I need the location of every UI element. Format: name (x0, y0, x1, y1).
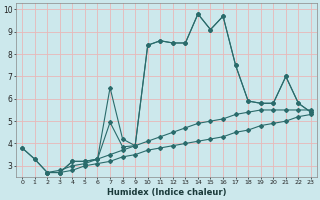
X-axis label: Humidex (Indice chaleur): Humidex (Indice chaleur) (107, 188, 226, 197)
